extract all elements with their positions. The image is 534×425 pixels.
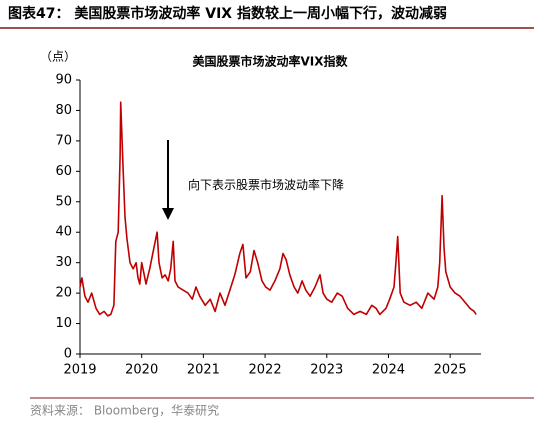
y-tick-label: 70 — [55, 133, 72, 148]
x-tick-label: 2025 — [434, 363, 467, 378]
arrow-head — [162, 208, 174, 220]
y-tick-label: 40 — [55, 225, 72, 240]
figure-title: 图表47： 美国股票市场波动率 VIX 指数较上一周小幅下行，波动减弱 — [8, 5, 447, 22]
y-axis-label: （点） — [40, 50, 76, 64]
y-tick-label: 90 — [55, 73, 72, 88]
x-tick-label: 2024 — [372, 363, 405, 378]
y-tick-label: 80 — [55, 103, 72, 118]
x-tick-label: 2020 — [125, 363, 158, 378]
annotation: 向下表示股票市场波动率下降 — [188, 178, 345, 192]
y-tick-label: 30 — [55, 255, 72, 270]
x-tick-label: 2022 — [249, 363, 282, 378]
y-tick-label: 20 — [55, 286, 72, 301]
line-series — [79, 101, 477, 317]
chart-title: 美国股票市场波动率VIX指数 — [192, 54, 348, 69]
source: 资料来源： Bloomberg，华泰研究 — [30, 403, 219, 418]
y-tick-label: 0 — [64, 347, 72, 362]
x-tick-label: 2019 — [63, 363, 96, 378]
x-tick-label: 2023 — [310, 363, 343, 378]
y-tick-label: 50 — [55, 194, 72, 209]
x-tick-label: 2021 — [187, 363, 220, 378]
y-tick-label: 10 — [55, 316, 72, 331]
y-tick-label: 60 — [55, 164, 72, 179]
